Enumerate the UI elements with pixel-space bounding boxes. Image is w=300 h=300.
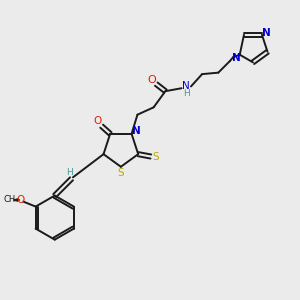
Text: N: N xyxy=(182,82,190,92)
Text: O: O xyxy=(147,75,156,85)
Text: N: N xyxy=(262,28,270,38)
Text: S: S xyxy=(118,168,124,178)
Text: N: N xyxy=(232,53,241,63)
Text: H: H xyxy=(66,168,73,177)
Text: O: O xyxy=(93,116,102,126)
Text: O: O xyxy=(16,194,24,205)
Text: S: S xyxy=(152,152,159,162)
Text: H: H xyxy=(183,89,190,98)
Text: N: N xyxy=(133,126,141,136)
Text: CH₃: CH₃ xyxy=(4,195,19,204)
